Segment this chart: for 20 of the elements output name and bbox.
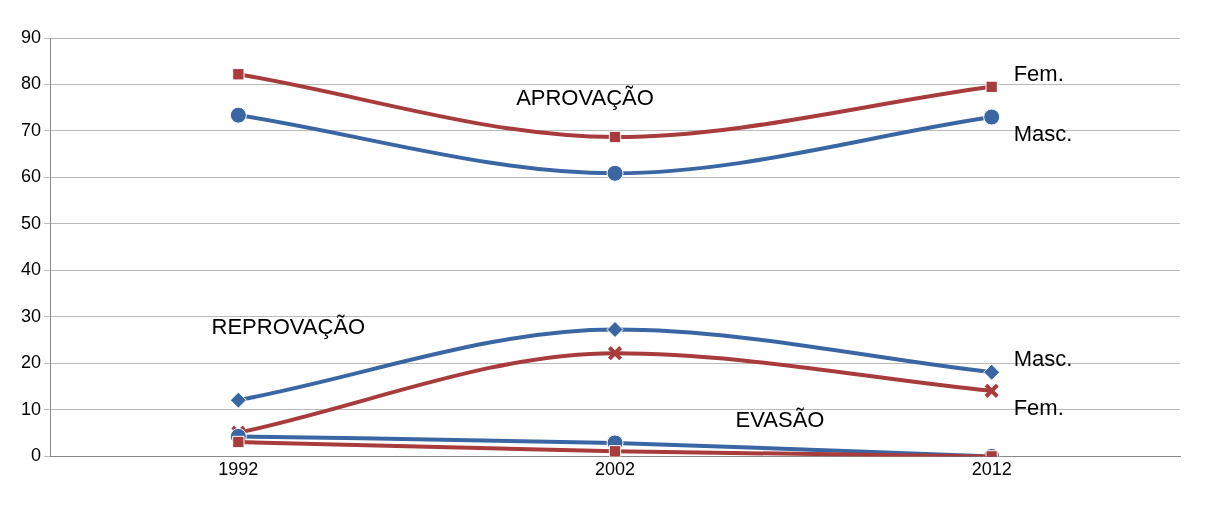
- y-tick-label: 90: [20, 26, 42, 47]
- y-tick-label: 0: [31, 445, 42, 466]
- y-tick-label: 20: [20, 352, 42, 373]
- series-label: Masc.: [1013, 346, 1073, 372]
- y-tick-label: 60: [20, 166, 42, 187]
- series-label: Masc.: [1013, 121, 1073, 147]
- x-tick-label: 1992: [218, 459, 259, 480]
- annotation: APROVAÇÃO: [516, 85, 654, 111]
- x-tick-label: 2012: [971, 459, 1012, 480]
- y-tick-label: 50: [20, 212, 42, 233]
- series-label: Fem.: [1013, 394, 1064, 420]
- annotation: EVASÃO: [735, 406, 825, 432]
- y-tick-label: 10: [20, 398, 42, 419]
- x-tick-label: 2002: [594, 459, 636, 480]
- y-tick-label: 80: [20, 73, 42, 94]
- series-label: Fem.: [1013, 60, 1064, 86]
- y-tick-label: 70: [20, 119, 42, 140]
- y-tick-label: 40: [20, 259, 42, 280]
- annotation: REPROVAÇÃO: [211, 314, 366, 340]
- y-tick-label: 30: [20, 305, 42, 326]
